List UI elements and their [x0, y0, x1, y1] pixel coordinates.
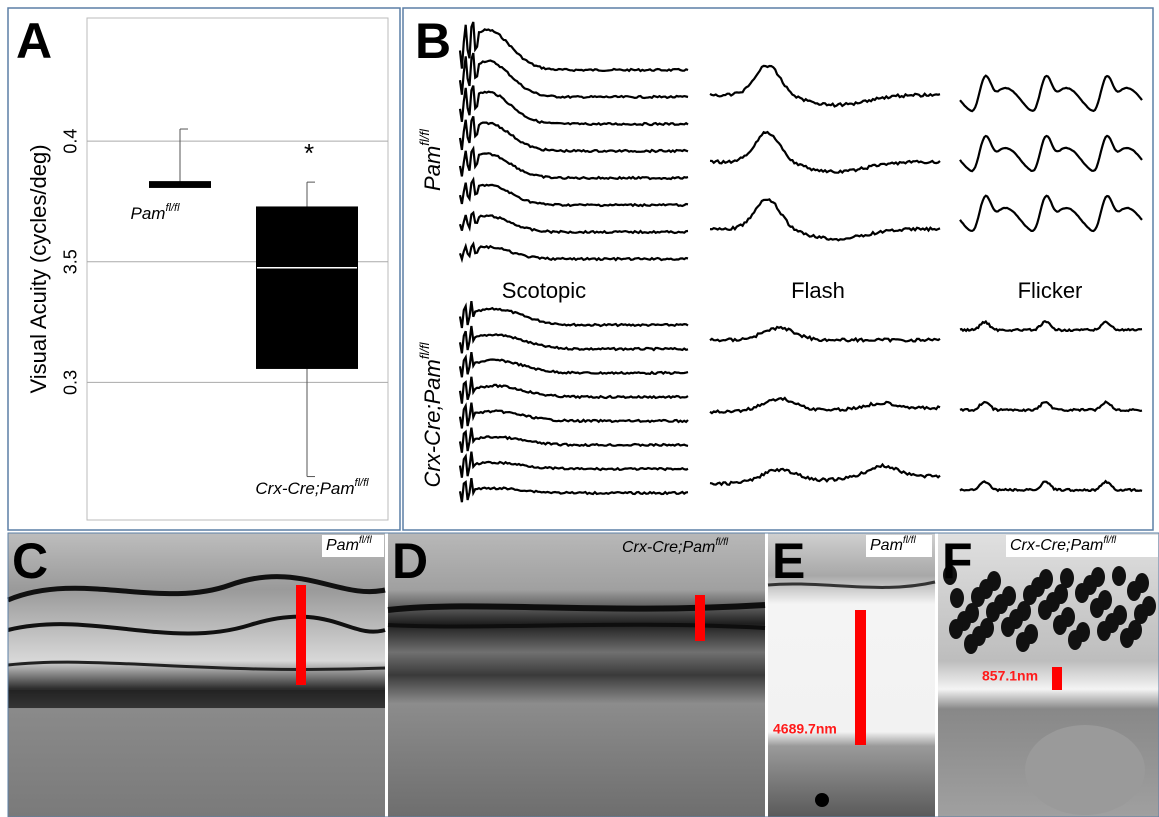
scale-bar — [1052, 667, 1062, 690]
erg-trace — [959, 319, 1143, 333]
row-label: Pamfl/fl — [417, 128, 444, 191]
caption: Pamfl/fl — [326, 535, 372, 555]
caption-box — [866, 535, 932, 557]
y-tick-label: 0.4 — [61, 129, 81, 154]
erg-trace — [458, 300, 689, 329]
granule — [1023, 585, 1037, 605]
micrograph-d — [387, 533, 766, 817]
erg-trace — [709, 462, 941, 487]
erg-trace — [959, 134, 1143, 173]
granule — [986, 602, 1000, 622]
bottom-frame — [7, 532, 1159, 817]
granule — [1097, 621, 1111, 641]
measurement: 857.1nm — [982, 668, 1038, 684]
y-tick-label: 0.3 — [61, 370, 81, 395]
erg-trace — [458, 402, 689, 429]
granule — [1038, 600, 1052, 620]
y-tick-label: 3.5 — [61, 249, 81, 274]
row-label: Crx-Cre;Pamfl/fl — [417, 341, 444, 487]
caption: Pamfl/fl — [870, 535, 916, 555]
granule — [1068, 630, 1082, 650]
granule — [1112, 566, 1126, 586]
panel-b-frame — [402, 7, 1154, 531]
erg-trace — [959, 194, 1143, 233]
micrograph-e — [767, 533, 936, 817]
granule — [1127, 581, 1141, 601]
category-label: Pamfl/fl — [130, 202, 180, 224]
granule — [1075, 583, 1089, 603]
scale-bar — [855, 610, 866, 745]
panel-label: B — [415, 13, 451, 69]
measurement: 4689.7nm — [773, 721, 837, 737]
granule — [964, 634, 978, 654]
erg-trace — [458, 451, 689, 478]
caption-box — [322, 535, 384, 557]
erg-trace — [709, 396, 941, 415]
panel-label: F — [942, 533, 973, 589]
column-label: Flicker — [1018, 278, 1083, 303]
erg-trace — [458, 325, 689, 354]
micrograph-c — [7, 533, 386, 817]
scale-bar — [695, 595, 705, 641]
plot-frame — [86, 17, 389, 521]
category-name: Pam — [130, 204, 165, 223]
caption: Crx-Cre;Pamfl/fl — [1010, 535, 1117, 555]
caption: Crx-Cre;Pamfl/fl — [622, 537, 729, 557]
erg-traces — [458, 21, 1143, 503]
granule — [1090, 598, 1104, 618]
erg-trace — [709, 198, 941, 242]
granule — [1120, 628, 1134, 648]
panel-label: A — [16, 13, 52, 69]
granule — [949, 619, 963, 639]
erg-trace — [458, 351, 689, 378]
erg-trace — [458, 427, 689, 453]
granule — [1016, 632, 1030, 652]
category-superscript: fl/fl — [355, 477, 370, 489]
granule — [950, 588, 964, 608]
category-label: Crx-Cre;Pamfl/fl — [255, 477, 369, 499]
scale-bar — [296, 585, 306, 685]
annotation: * — [304, 138, 314, 168]
caption-box — [1006, 535, 1158, 557]
erg-trace — [458, 85, 689, 127]
erg-trace — [458, 210, 689, 235]
y-axis-label: Visual Acuity (cycles/deg) — [26, 144, 51, 393]
erg-trace — [959, 479, 1143, 493]
panel-label: D — [392, 533, 428, 589]
erg-trace — [458, 115, 689, 154]
erg-trace — [959, 400, 1143, 413]
erg-trace — [458, 176, 689, 208]
granule — [1060, 568, 1074, 588]
granule — [1001, 617, 1015, 637]
erg-trace — [709, 64, 941, 108]
erg-trace — [709, 130, 941, 174]
erg-trace — [959, 74, 1143, 113]
erg-trace — [458, 52, 689, 100]
column-label: Scotopic — [502, 278, 586, 303]
erg-trace — [458, 145, 689, 181]
column-label: Flash — [791, 278, 845, 303]
granule — [943, 565, 957, 585]
erg-trace — [458, 478, 689, 503]
erg-trace — [458, 241, 689, 264]
erg-trace — [458, 376, 689, 404]
erg-trace — [458, 21, 689, 73]
granule — [1134, 604, 1148, 624]
micrograph-f — [938, 533, 1159, 817]
box — [256, 206, 358, 369]
granule — [971, 587, 985, 607]
category-superscript: fl/fl — [165, 202, 180, 214]
granule — [1053, 615, 1067, 635]
erg-trace — [709, 325, 941, 344]
category-name: Crx-Cre;Pam — [255, 479, 354, 498]
panel-label: E — [772, 533, 805, 589]
panel-label: C — [12, 533, 48, 589]
